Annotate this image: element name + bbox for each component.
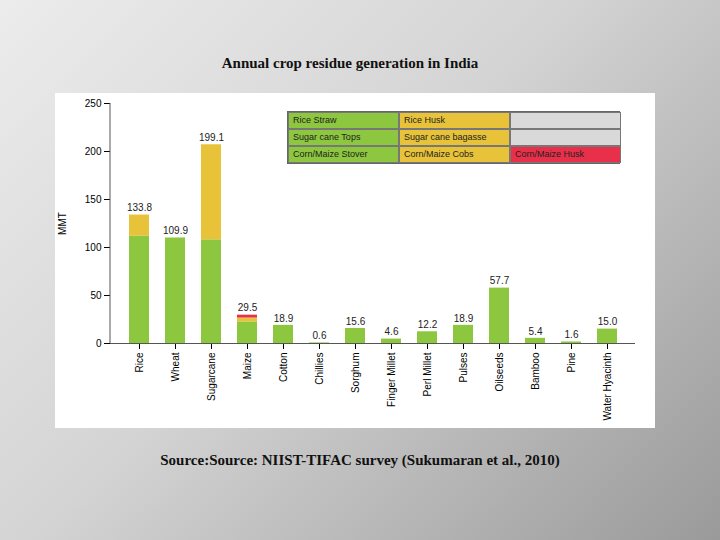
svg-text:Wheat: Wheat (170, 352, 181, 381)
svg-text:109.9: 109.9 (163, 225, 188, 236)
svg-text:Oilseeds: Oilseeds (494, 353, 505, 392)
svg-text:250: 250 (85, 98, 102, 109)
svg-text:MMT: MMT (57, 212, 68, 235)
svg-text:Rice: Rice (134, 352, 145, 372)
svg-text:200: 200 (85, 146, 102, 157)
svg-text:29.5: 29.5 (238, 302, 258, 313)
svg-text:15.6: 15.6 (346, 316, 366, 327)
svg-text:Sugarcane: Sugarcane (206, 352, 217, 401)
svg-text:18.9: 18.9 (274, 313, 294, 324)
svg-text:Pine: Pine (566, 352, 577, 372)
svg-text:Water Hyacinth: Water Hyacinth (602, 353, 613, 421)
svg-text:0: 0 (96, 338, 102, 349)
svg-text:Maize: Maize (242, 352, 253, 379)
svg-text:12.2: 12.2 (418, 319, 438, 330)
svg-text:15.0: 15.0 (598, 316, 618, 327)
svg-text:Perl Millet: Perl Millet (422, 352, 433, 396)
svg-text:5.4: 5.4 (529, 326, 543, 337)
svg-text:1.6: 1.6 (565, 329, 579, 340)
html-text:Sugar cane bagasse: Sugar cane bagasse (404, 132, 487, 142)
svg-text:150: 150 (85, 194, 102, 205)
html-text:Corn/Maize Cobs: Corn/Maize Cobs (404, 149, 474, 159)
svg-text:Finger Millet: Finger Millet (386, 352, 397, 407)
svg-text:18.9: 18.9 (454, 313, 474, 324)
svg-text:100: 100 (85, 242, 102, 253)
svg-text:199.1: 199.1 (199, 132, 224, 143)
svg-text:50: 50 (90, 290, 102, 301)
svg-text:Sorghum: Sorghum (350, 353, 361, 394)
html-text:Sugar cane Tops: Sugar cane Tops (293, 132, 361, 142)
html-text:Rice Straw: Rice Straw (293, 115, 337, 125)
html-text:Corn/Maize Stover: Corn/Maize Stover (293, 149, 368, 159)
svg-text:Bamboo: Bamboo (530, 352, 541, 390)
html-text:Corn/Maize Husk: Corn/Maize Husk (515, 149, 584, 159)
svg-text:133.8: 133.8 (127, 202, 152, 213)
svg-text:Cotton: Cotton (278, 353, 289, 382)
svg-text:4.6: 4.6 (385, 326, 399, 337)
html-text:Rice Husk: Rice Husk (404, 115, 445, 125)
svg-text:57.7: 57.7 (490, 275, 510, 286)
html-text:Source:Source: NIIST-TIFAC sur: Source:Source: NIIST-TIFAC survey (Sukum… (160, 452, 560, 468)
svg-text:0.6: 0.6 (313, 330, 327, 341)
html-text:Annual crop residue generation: Annual crop residue generation in India (221, 55, 479, 71)
svg-text:Pulses: Pulses (458, 353, 469, 383)
svg-text:Chillies: Chillies (314, 353, 325, 385)
